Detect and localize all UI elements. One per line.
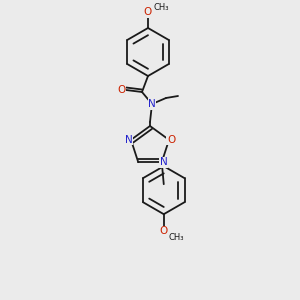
Text: CH₃: CH₃ [153,2,169,11]
Text: O: O [160,226,168,236]
Text: O: O [167,135,175,145]
Text: O: O [144,7,152,17]
Text: N: N [125,135,133,145]
Text: CH₃: CH₃ [169,233,184,242]
Text: O: O [117,85,125,95]
Text: N: N [160,157,168,167]
Text: N: N [148,99,156,109]
